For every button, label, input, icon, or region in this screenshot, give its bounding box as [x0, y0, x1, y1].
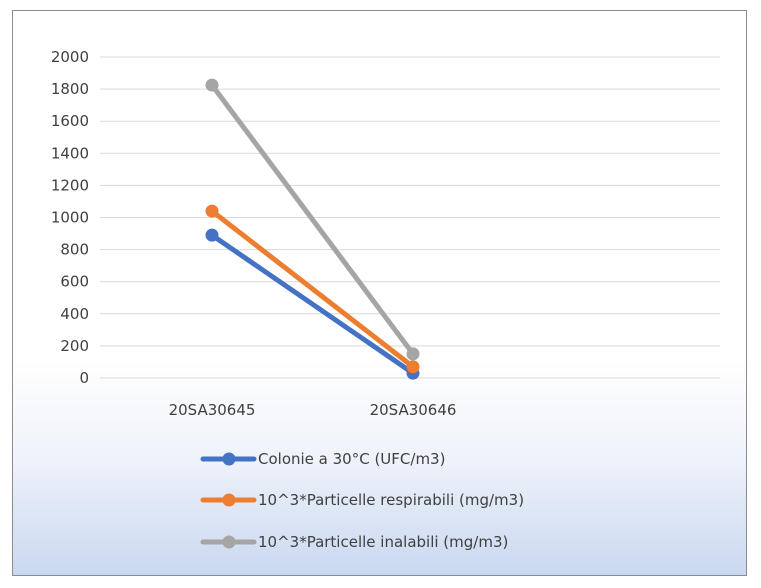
chart-frame: [12, 10, 747, 576]
y-tick-label-1400: 1400: [51, 144, 89, 162]
data-point-2-1: [205, 204, 219, 218]
y-tick-label-1000: 1000: [51, 209, 89, 227]
data-point-2-2: [406, 360, 420, 374]
y-tick-label-1200: 1200: [51, 176, 89, 194]
y-tick-label-1600: 1600: [51, 112, 89, 130]
y-tick-label-800: 800: [60, 241, 89, 259]
data-point-3-1: [205, 78, 219, 92]
gridlines: [100, 56, 720, 379]
x-tick-label-2: 20SA30646: [370, 401, 457, 419]
legend-marker-3: [222, 535, 236, 549]
series-line-1: [209, 232, 416, 376]
series-group: [205, 78, 420, 380]
legend-marker-1: [222, 452, 236, 466]
data-point-1-1: [205, 228, 219, 242]
y-tick-label-0: 0: [79, 369, 89, 387]
y-tick-label-1800: 1800: [51, 80, 89, 98]
legend-entry-3: 10^3*Particelle inalabili (mg/m3): [200, 533, 508, 551]
legend-entry-2: 10^3*Particelle respirabili (mg/m3): [200, 491, 524, 509]
y-tick-label-2000: 2000: [51, 48, 89, 66]
legend: Colonie a 30°C (UFC/m3) 10^3*Particelle r…: [200, 450, 524, 551]
legend-entry-1: Colonie a 30°C (UFC/m3): [200, 450, 445, 468]
series-line-2: [209, 208, 416, 370]
y-tick-label-400: 400: [60, 305, 89, 323]
legend-label-2: 10^3*Particelle respirabili (mg/m3): [258, 491, 524, 509]
x-tick-label-1: 20SA30645: [169, 401, 256, 419]
y-axis: 0 200 400 600 800 1000 1200 1400 1600 1800 2000: [51, 48, 89, 387]
y-tick-label-600: 600: [60, 273, 89, 291]
legend-marker-2: [222, 493, 236, 507]
series-2: [205, 204, 420, 374]
x-axis: 20SA30645 20SA30646: [169, 401, 457, 419]
y-tick-label-200: 200: [60, 337, 89, 355]
series-1: [205, 228, 420, 380]
data-point-3-2: [406, 347, 420, 361]
series-line-3: [209, 82, 416, 357]
series-3: [205, 78, 420, 361]
legend-label-1: Colonie a 30°C (UFC/m3): [258, 450, 445, 468]
legend-label-3: 10^3*Particelle inalabili (mg/m3): [258, 533, 508, 551]
